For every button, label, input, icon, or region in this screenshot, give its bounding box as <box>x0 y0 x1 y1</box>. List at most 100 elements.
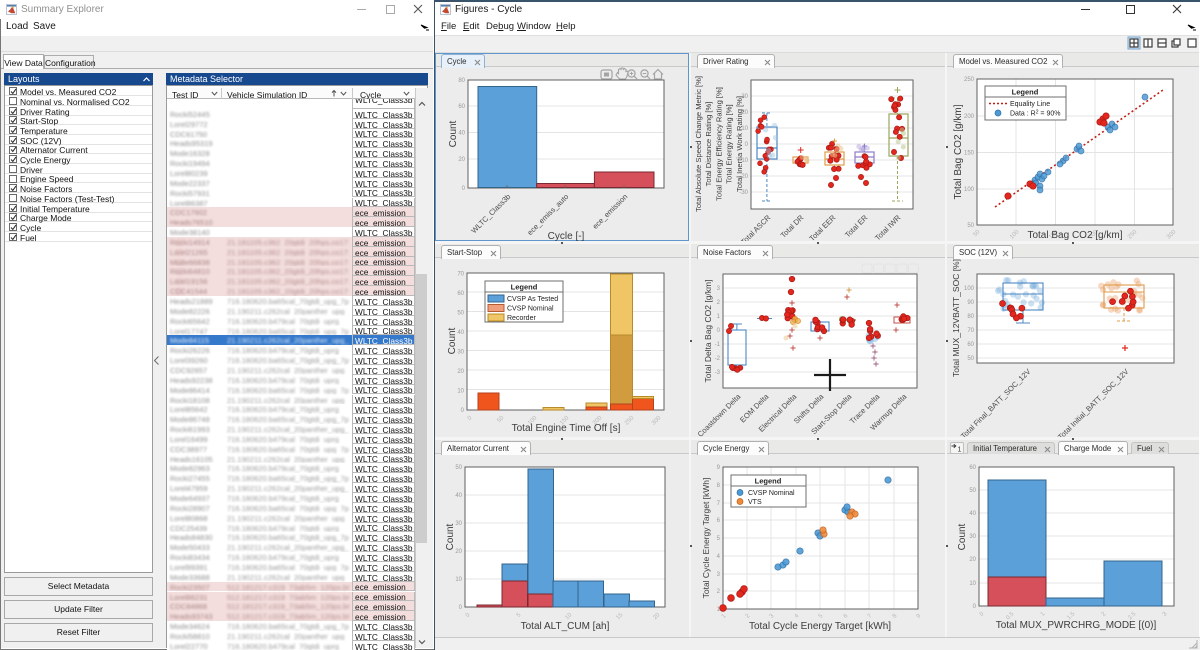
svg-text:Equality Line: Equality Line <box>1010 101 1050 108</box>
svg-text:20: 20 <box>455 549 462 555</box>
svg-text:9: 9 <box>717 465 721 471</box>
svg-text:-20: -20 <box>739 174 748 180</box>
svg-text:3: 3 <box>717 286 721 292</box>
svg-text:6: 6 <box>717 518 721 524</box>
svg-text:200: 200 <box>592 415 604 427</box>
svg-text:1: 1 <box>1040 611 1047 618</box>
svg-text:10: 10 <box>455 577 462 583</box>
svg-text:Count: Count <box>445 523 456 550</box>
svg-text:20: 20 <box>741 110 748 116</box>
svg-text:0: 0 <box>465 612 472 619</box>
svg-text:6: 6 <box>843 613 850 620</box>
svg-text:70: 70 <box>457 271 464 277</box>
svg-text:300: 300 <box>651 415 663 427</box>
svg-text:40: 40 <box>458 131 465 137</box>
svg-text:Legend: Legend <box>1012 88 1039 97</box>
svg-text:Cycle [-]: Cycle [-] <box>548 231 585 242</box>
svg-text:0: 0 <box>459 605 463 611</box>
svg-text:Total Absolute Speed Change Me: Total Absolute Speed Change Metric [%] <box>694 76 703 212</box>
svg-text:20: 20 <box>457 369 464 375</box>
svg-text:50: 50 <box>455 465 462 471</box>
svg-text:60: 60 <box>967 342 974 348</box>
svg-text:Recorder: Recorder <box>507 315 536 322</box>
svg-text:30: 30 <box>969 534 976 540</box>
svg-text:2: 2 <box>745 613 752 620</box>
svg-text:Total Bag CO2 [g/km]: Total Bag CO2 [g/km] <box>953 104 964 199</box>
svg-text:Legend: Legend <box>755 477 782 486</box>
svg-text:30: 30 <box>457 349 464 355</box>
svg-text:70: 70 <box>967 328 974 334</box>
svg-text:100: 100 <box>1009 229 1021 241</box>
svg-text:20: 20 <box>969 557 976 563</box>
svg-text:2: 2 <box>717 300 721 306</box>
svg-text:10: 10 <box>457 389 464 395</box>
svg-text:50: 50 <box>967 223 974 229</box>
svg-text:80: 80 <box>967 314 974 320</box>
svg-text:5: 5 <box>516 612 523 619</box>
svg-text:40: 40 <box>969 511 976 517</box>
svg-text:Total Delta Bag CO2 [g/km]: Total Delta Bag CO2 [g/km] <box>703 280 713 383</box>
svg-text:0: 0 <box>461 408 465 414</box>
svg-text:Count: Count <box>957 523 968 550</box>
svg-text:7: 7 <box>717 501 721 507</box>
svg-text:100: 100 <box>964 187 975 193</box>
svg-text:80: 80 <box>458 78 465 84</box>
svg-text:50: 50 <box>967 356 974 362</box>
svg-text:10: 10 <box>741 126 748 132</box>
svg-text:0: 0 <box>745 142 749 148</box>
svg-text:150: 150 <box>964 151 975 157</box>
svg-text:300: 300 <box>1166 229 1178 241</box>
svg-text:20: 20 <box>652 612 661 621</box>
svg-text:8: 8 <box>892 613 899 620</box>
svg-text:4: 4 <box>794 613 801 620</box>
svg-text:Total Engine Time Off [s]: Total Engine Time Off [s] <box>512 423 621 434</box>
svg-text:0.5: 0.5 <box>1005 611 1016 622</box>
svg-text:30: 30 <box>455 521 462 527</box>
svg-text:200: 200 <box>964 114 975 120</box>
svg-text:0: 0 <box>467 415 474 422</box>
svg-text:60: 60 <box>969 465 976 471</box>
svg-text:Count: Count <box>447 327 458 354</box>
svg-text:VTS: VTS <box>748 499 762 506</box>
svg-text:50: 50 <box>972 229 981 238</box>
svg-text:-30: -30 <box>739 190 748 196</box>
svg-text:Total Cycle Energy Target [kWh: Total Cycle Energy Target [kWh] <box>749 621 891 632</box>
svg-text:Count: Count <box>448 120 459 147</box>
svg-text:0: 0 <box>717 328 721 334</box>
svg-text:1: 1 <box>717 314 721 320</box>
svg-text:Total MUX_12VBATT_SOC [%]: Total MUX_12VBATT_SOC [%] <box>951 259 961 377</box>
svg-text:50: 50 <box>969 488 976 494</box>
svg-text:3: 3 <box>1162 611 1169 618</box>
svg-text:50: 50 <box>457 310 464 316</box>
svg-text:4: 4 <box>717 554 721 560</box>
svg-text:7: 7 <box>867 613 874 620</box>
svg-text:60: 60 <box>458 104 465 110</box>
svg-text:1: 1 <box>717 607 721 613</box>
svg-text:Total ALT_CUM [ah]: Total ALT_CUM [ah] <box>521 621 610 632</box>
svg-text:30: 30 <box>741 94 748 100</box>
svg-text:Data : R2 = 90%: Data : R2 = 90% <box>1010 110 1060 118</box>
svg-text:150: 150 <box>1048 229 1060 241</box>
svg-text:Total MUX_PWRCHRG_MODE [(0)]: Total MUX_PWRCHRG_MODE [(0)] <box>996 620 1157 631</box>
svg-text:100: 100 <box>964 286 975 292</box>
svg-text:90: 90 <box>967 300 974 306</box>
svg-text:2: 2 <box>717 589 721 595</box>
svg-text:-3: -3 <box>715 370 721 376</box>
svg-text:-2: -2 <box>715 356 721 362</box>
svg-text:8: 8 <box>717 483 721 489</box>
svg-text:0: 0 <box>973 604 977 610</box>
svg-text:-10: -10 <box>739 158 748 164</box>
svg-text:2.5: 2.5 <box>1127 611 1138 622</box>
svg-text:1: 1 <box>721 613 728 620</box>
svg-text:20: 20 <box>458 157 465 163</box>
svg-text:250: 250 <box>964 77 975 83</box>
svg-text:2: 2 <box>1101 611 1108 618</box>
svg-text:Total Bag CO2 [g/km]: Total Bag CO2 [g/km] <box>1027 230 1122 241</box>
svg-text:60: 60 <box>457 291 464 297</box>
svg-text:0: 0 <box>462 186 466 192</box>
svg-text:CVSP As Tested: CVSP As Tested <box>507 296 558 303</box>
svg-text:5: 5 <box>717 536 721 542</box>
svg-text:150: 150 <box>559 415 571 427</box>
svg-text:10: 10 <box>969 581 976 587</box>
svg-text:100: 100 <box>527 415 539 427</box>
